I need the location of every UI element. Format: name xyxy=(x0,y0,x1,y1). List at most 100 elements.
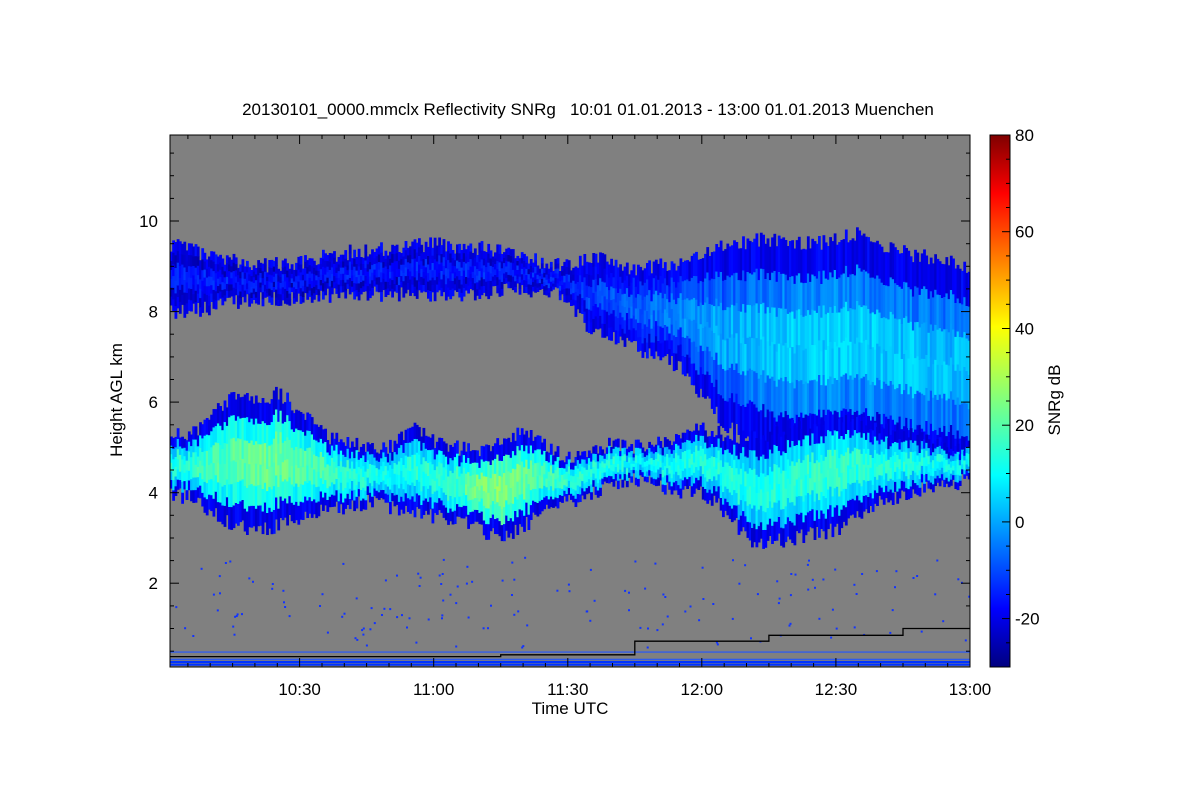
reflectivity-cell xyxy=(675,452,678,463)
reflectivity-cell xyxy=(583,310,587,323)
reflectivity-cell xyxy=(491,276,495,282)
reflectivity-cell xyxy=(827,429,830,450)
reflectivity-cell xyxy=(844,433,848,453)
reflectivity-cell xyxy=(494,473,497,489)
reflectivity-cell xyxy=(630,456,634,464)
reflectivity-cell xyxy=(666,474,669,483)
reflectivity-cell xyxy=(462,467,466,481)
reflectivity-cell xyxy=(668,348,672,365)
reflectivity-cell xyxy=(532,272,535,278)
reflectivity-cell xyxy=(174,456,178,467)
reflectivity-cell xyxy=(418,255,421,265)
reflectivity-cell xyxy=(453,277,457,285)
reflectivity-cell xyxy=(485,281,488,289)
reflectivity-cell xyxy=(210,276,213,286)
reflectivity-cell xyxy=(225,262,229,270)
reflectivity-cell xyxy=(442,441,446,455)
reflectivity-cell xyxy=(719,484,723,498)
clutter-speck xyxy=(406,626,408,629)
reflectivity-cell xyxy=(822,442,826,461)
reflectivity-cell xyxy=(326,487,330,500)
reflectivity-cell xyxy=(603,462,607,468)
reflectivity-cell xyxy=(630,329,634,343)
reflectivity-cell xyxy=(701,304,705,328)
reflectivity-cell xyxy=(482,461,486,477)
reflectivity-cell xyxy=(878,433,882,445)
reflectivity-cell xyxy=(232,253,236,263)
reflectivity-cell xyxy=(887,252,891,287)
reflectivity-cell xyxy=(357,466,361,475)
reflectivity-cell xyxy=(722,368,725,399)
reflectivity-cell xyxy=(324,287,327,296)
clutter-speck xyxy=(396,574,398,577)
reflectivity-cell xyxy=(333,483,336,496)
reflectivity-cell xyxy=(782,450,786,471)
reflectivity-cell xyxy=(199,447,202,461)
reflectivity-cell xyxy=(967,374,970,410)
reflectivity-cell xyxy=(844,415,848,434)
reflectivity-cell xyxy=(230,438,234,462)
reflectivity-cell xyxy=(891,479,895,493)
reflectivity-cell xyxy=(916,464,920,476)
reflectivity-cell xyxy=(395,252,399,262)
reflectivity-cell xyxy=(668,301,672,318)
reflectivity-cell xyxy=(429,269,432,281)
reflectivity-cell xyxy=(449,262,453,272)
reflectivity-cell xyxy=(663,339,667,357)
clutter-speck xyxy=(661,623,664,626)
reflectivity-cell xyxy=(411,440,415,455)
reflectivity-cell xyxy=(909,386,913,420)
reflectivity-cell xyxy=(945,453,949,460)
reflectivity-cell xyxy=(326,499,330,512)
reflectivity-cell xyxy=(547,452,551,463)
reflectivity-cell xyxy=(670,453,674,462)
reflectivity-cell xyxy=(529,259,533,266)
reflectivity-cell xyxy=(853,429,857,448)
reflectivity-cell xyxy=(621,270,625,283)
reflectivity-cell xyxy=(704,476,707,489)
reflectivity-cell xyxy=(393,245,397,254)
reflectivity-cell xyxy=(824,456,828,478)
reflectivity-cell xyxy=(393,451,397,463)
reflectivity-cell xyxy=(451,265,455,274)
reflectivity-cell xyxy=(196,274,200,285)
reflectivity-cell xyxy=(661,447,665,456)
reflectivity-cell xyxy=(549,485,553,497)
reflectivity-cell xyxy=(330,266,334,275)
reflectivity-cell xyxy=(266,276,269,281)
reflectivity-cell xyxy=(192,246,196,257)
reflectivity-cell xyxy=(438,237,441,247)
reflectivity-cell xyxy=(465,283,468,291)
reflectivity-cell xyxy=(929,257,933,292)
reflectivity-cell xyxy=(599,302,602,316)
reflectivity-cell xyxy=(786,458,790,479)
reflectivity-cell xyxy=(759,472,763,490)
reflectivity-cell xyxy=(442,239,446,249)
reflectivity-cell xyxy=(929,475,933,483)
reflectivity-cell xyxy=(248,463,251,486)
reflectivity-cell xyxy=(737,519,741,535)
reflectivity-cell xyxy=(596,489,600,498)
reflectivity-cell xyxy=(297,448,301,468)
reflectivity-cell xyxy=(905,451,908,465)
reflectivity-cell xyxy=(949,289,953,324)
reflectivity-cell xyxy=(201,280,205,292)
reflectivity-cell xyxy=(375,482,379,491)
reflectivity-cell xyxy=(684,476,687,487)
reflectivity-cell xyxy=(806,492,810,513)
reflectivity-cell xyxy=(822,495,826,514)
reflectivity-cell xyxy=(330,287,334,295)
reflectivity-cell xyxy=(397,268,401,277)
reflectivity-cell xyxy=(549,261,553,268)
reflectivity-cell xyxy=(208,285,211,296)
reflectivity-cell xyxy=(800,249,803,283)
reflectivity-cell xyxy=(223,442,227,464)
reflectivity-cell xyxy=(509,249,513,257)
reflectivity-cell xyxy=(433,491,437,503)
reflectivity-cell xyxy=(558,474,562,482)
reflectivity-cell xyxy=(958,454,962,461)
reflectivity-cell xyxy=(652,261,656,279)
reflectivity-cell xyxy=(918,359,922,393)
reflectivity-cell xyxy=(925,321,929,355)
